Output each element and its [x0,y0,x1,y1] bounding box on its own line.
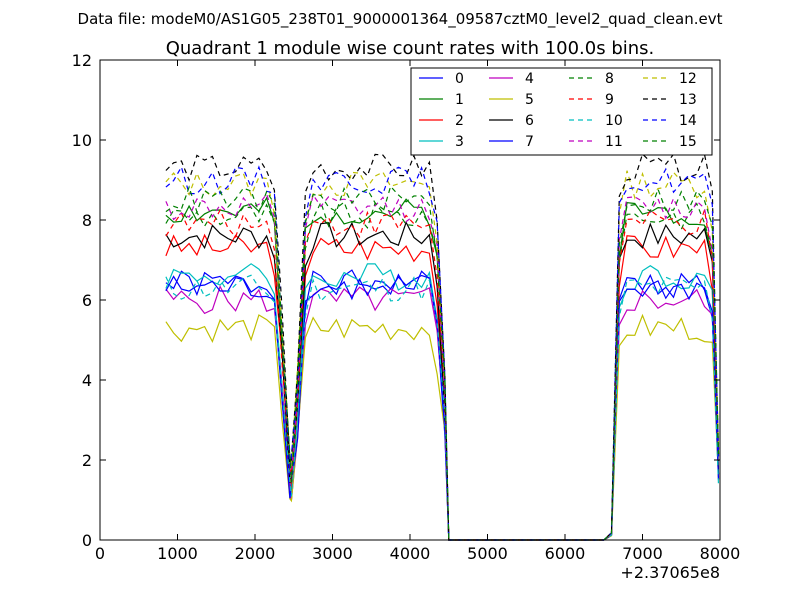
series-line-14 [165,165,720,541]
series-line-7 [165,274,720,541]
series-line-6 [165,220,720,541]
legend-label-13: 13 [679,92,697,108]
y-tick-label: 0 [82,531,92,550]
x-tick-label: 4000 [390,544,431,563]
legend-label-6: 6 [525,113,534,129]
y-tick-label: 8 [82,211,92,230]
y-tick-label: 2 [82,451,92,470]
x-tick-label: 7000 [622,544,663,563]
x-tick-label: 3000 [312,544,353,563]
series-line-11 [165,192,720,541]
legend-label-7: 7 [525,134,534,150]
y-tick-label: 10 [72,131,92,150]
legend-label-11: 11 [605,134,623,150]
series-line-5 [165,313,720,541]
legend-label-10: 10 [605,113,623,129]
legend-label-3: 3 [455,134,464,150]
figure-suptitle: Data file: modeM0/AS1G05_238T01_90000013… [78,10,723,29]
series-line-12 [165,170,720,541]
series-layer [165,152,720,541]
chart-title: Quadrant 1 module wise count rates with … [166,38,655,59]
legend-label-15: 15 [679,134,697,150]
axes-frame [99,59,721,541]
legend-label-12: 12 [679,71,697,87]
legend-frame [410,67,713,156]
legend-label-4: 4 [525,71,534,87]
tick-label-layer: 0 1000 2000 3000 4000 5000 6000 7000 80000246810… [72,51,741,563]
legend-label-1: 1 [455,92,464,108]
series-line-9 [165,208,720,541]
x-tick-label: 5000 [467,544,508,563]
x-tick-label: 8000 [700,544,741,563]
x-tick-label: 0 [95,544,105,563]
series-line-15 [165,185,720,541]
x-axis-offset-label: +2.37065e8 [620,563,720,582]
x-tick-label: 2000 [235,544,276,563]
x-tick-label: 1000 [157,544,198,563]
y-tick-label: 4 [82,371,92,390]
legend-label-0: 0 [455,71,464,87]
legend-label-9: 9 [605,92,614,108]
y-tick-label: 6 [82,291,92,310]
legend-label-8: 8 [605,71,614,87]
x-tick-label: 6000 [545,544,586,563]
y-tick-label: 12 [72,51,92,70]
series-line-10 [165,274,720,541]
legend-label-5: 5 [525,92,534,108]
legend-label-14: 14 [679,113,697,129]
legend-label-2: 2 [455,113,464,129]
